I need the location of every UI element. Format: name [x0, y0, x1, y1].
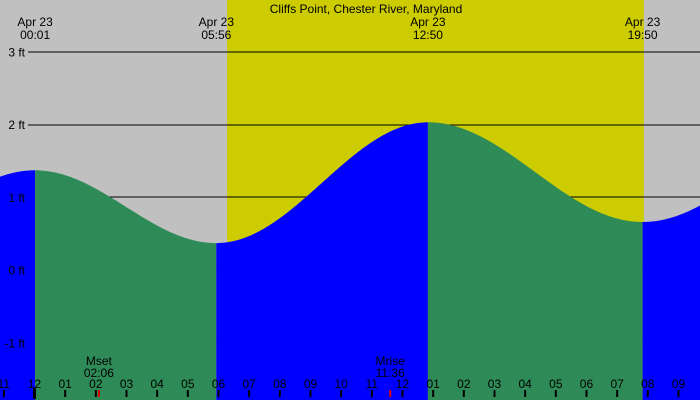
- moonrise-tick: [389, 390, 392, 397]
- gridline-2ft: [28, 124, 700, 126]
- y-axis-label: -1 ft: [4, 336, 25, 350]
- hour-label: 06: [580, 377, 594, 391]
- hour-label: 07: [610, 377, 624, 391]
- hour-label: 04: [518, 377, 532, 391]
- tide-fill-falling: [35, 170, 217, 400]
- hour-tick: [340, 390, 343, 397]
- hour-label: 08: [273, 377, 287, 391]
- event-time-label: 19:50: [628, 28, 658, 42]
- moonset-tick: [97, 390, 100, 397]
- hour-tick: [646, 390, 649, 397]
- tide-fill-rising: [216, 122, 428, 400]
- hour-label: 03: [120, 377, 134, 391]
- y-axis-label: 2 ft: [8, 118, 25, 132]
- event-date-label: Apr 23: [625, 15, 661, 29]
- hour-label: 02: [89, 377, 103, 391]
- hour-tick: [432, 390, 435, 397]
- moon-event-label: Mrise: [376, 354, 406, 368]
- hour-label: 12: [396, 377, 410, 391]
- hour-label: 11: [366, 377, 379, 391]
- midnight-tick: [33, 388, 36, 399]
- moon-event-time: 02:06: [84, 366, 114, 380]
- hour-label: 05: [181, 377, 195, 391]
- event-time-label: 00:01: [20, 28, 50, 42]
- gridline-3ft: [28, 51, 700, 53]
- hour-tick: [585, 390, 588, 397]
- y-axis-label: 3 ft: [8, 45, 25, 59]
- event-date-label: Apr 23: [410, 15, 446, 29]
- hour-label: 10: [334, 377, 348, 391]
- hour-label: 04: [150, 377, 164, 391]
- chart-title: Cliffs Point, Chester River, Maryland: [269, 2, 463, 16]
- hour-tick: [401, 390, 404, 397]
- hour-tick: [554, 390, 557, 397]
- hour-tick: [217, 390, 220, 397]
- tide-fill-rising: [0, 170, 36, 400]
- hour-tick: [278, 390, 281, 397]
- hour-label: 06: [212, 377, 226, 391]
- hour-label: 05: [549, 377, 563, 391]
- y-axis-label: 0 ft: [8, 264, 25, 278]
- hour-tick: [186, 390, 189, 397]
- hour-label: 02: [457, 377, 471, 391]
- hour-label: 12: [28, 377, 42, 391]
- hour-label: 03: [488, 377, 502, 391]
- event-date-label: Apr 23: [199, 15, 235, 29]
- hour-tick: [370, 390, 373, 397]
- tide-fill-falling: [427, 122, 643, 400]
- hour-label: 01: [426, 377, 440, 391]
- hour-label: 01: [58, 377, 72, 391]
- hour-tick: [156, 390, 159, 397]
- hour-tick: [462, 390, 465, 397]
- hour-label: 09: [672, 377, 686, 391]
- hour-tick: [524, 390, 527, 397]
- event-date-label: Apr 23: [17, 15, 53, 29]
- hour-label: 11: [0, 377, 10, 391]
- tide-fill-rising: [642, 205, 700, 400]
- y-axis-label: 1 ft: [8, 191, 25, 205]
- hour-label: 09: [304, 377, 318, 391]
- hour-tick: [64, 390, 67, 397]
- hour-tick: [125, 390, 128, 397]
- hour-label: 07: [242, 377, 256, 391]
- hour-tick: [94, 390, 97, 397]
- hour-tick: [677, 390, 680, 397]
- moon-event-time: 11:36: [376, 366, 405, 380]
- event-time-label: 05:56: [201, 28, 231, 42]
- hour-label: 08: [641, 377, 655, 391]
- event-time-label: 12:50: [413, 28, 443, 42]
- hour-tick: [616, 390, 619, 397]
- hour-tick: [2, 390, 5, 397]
- hour-tick: [248, 390, 251, 397]
- moon-event-label: Mset: [86, 354, 113, 368]
- hour-tick: [493, 390, 496, 397]
- hour-tick: [309, 390, 312, 397]
